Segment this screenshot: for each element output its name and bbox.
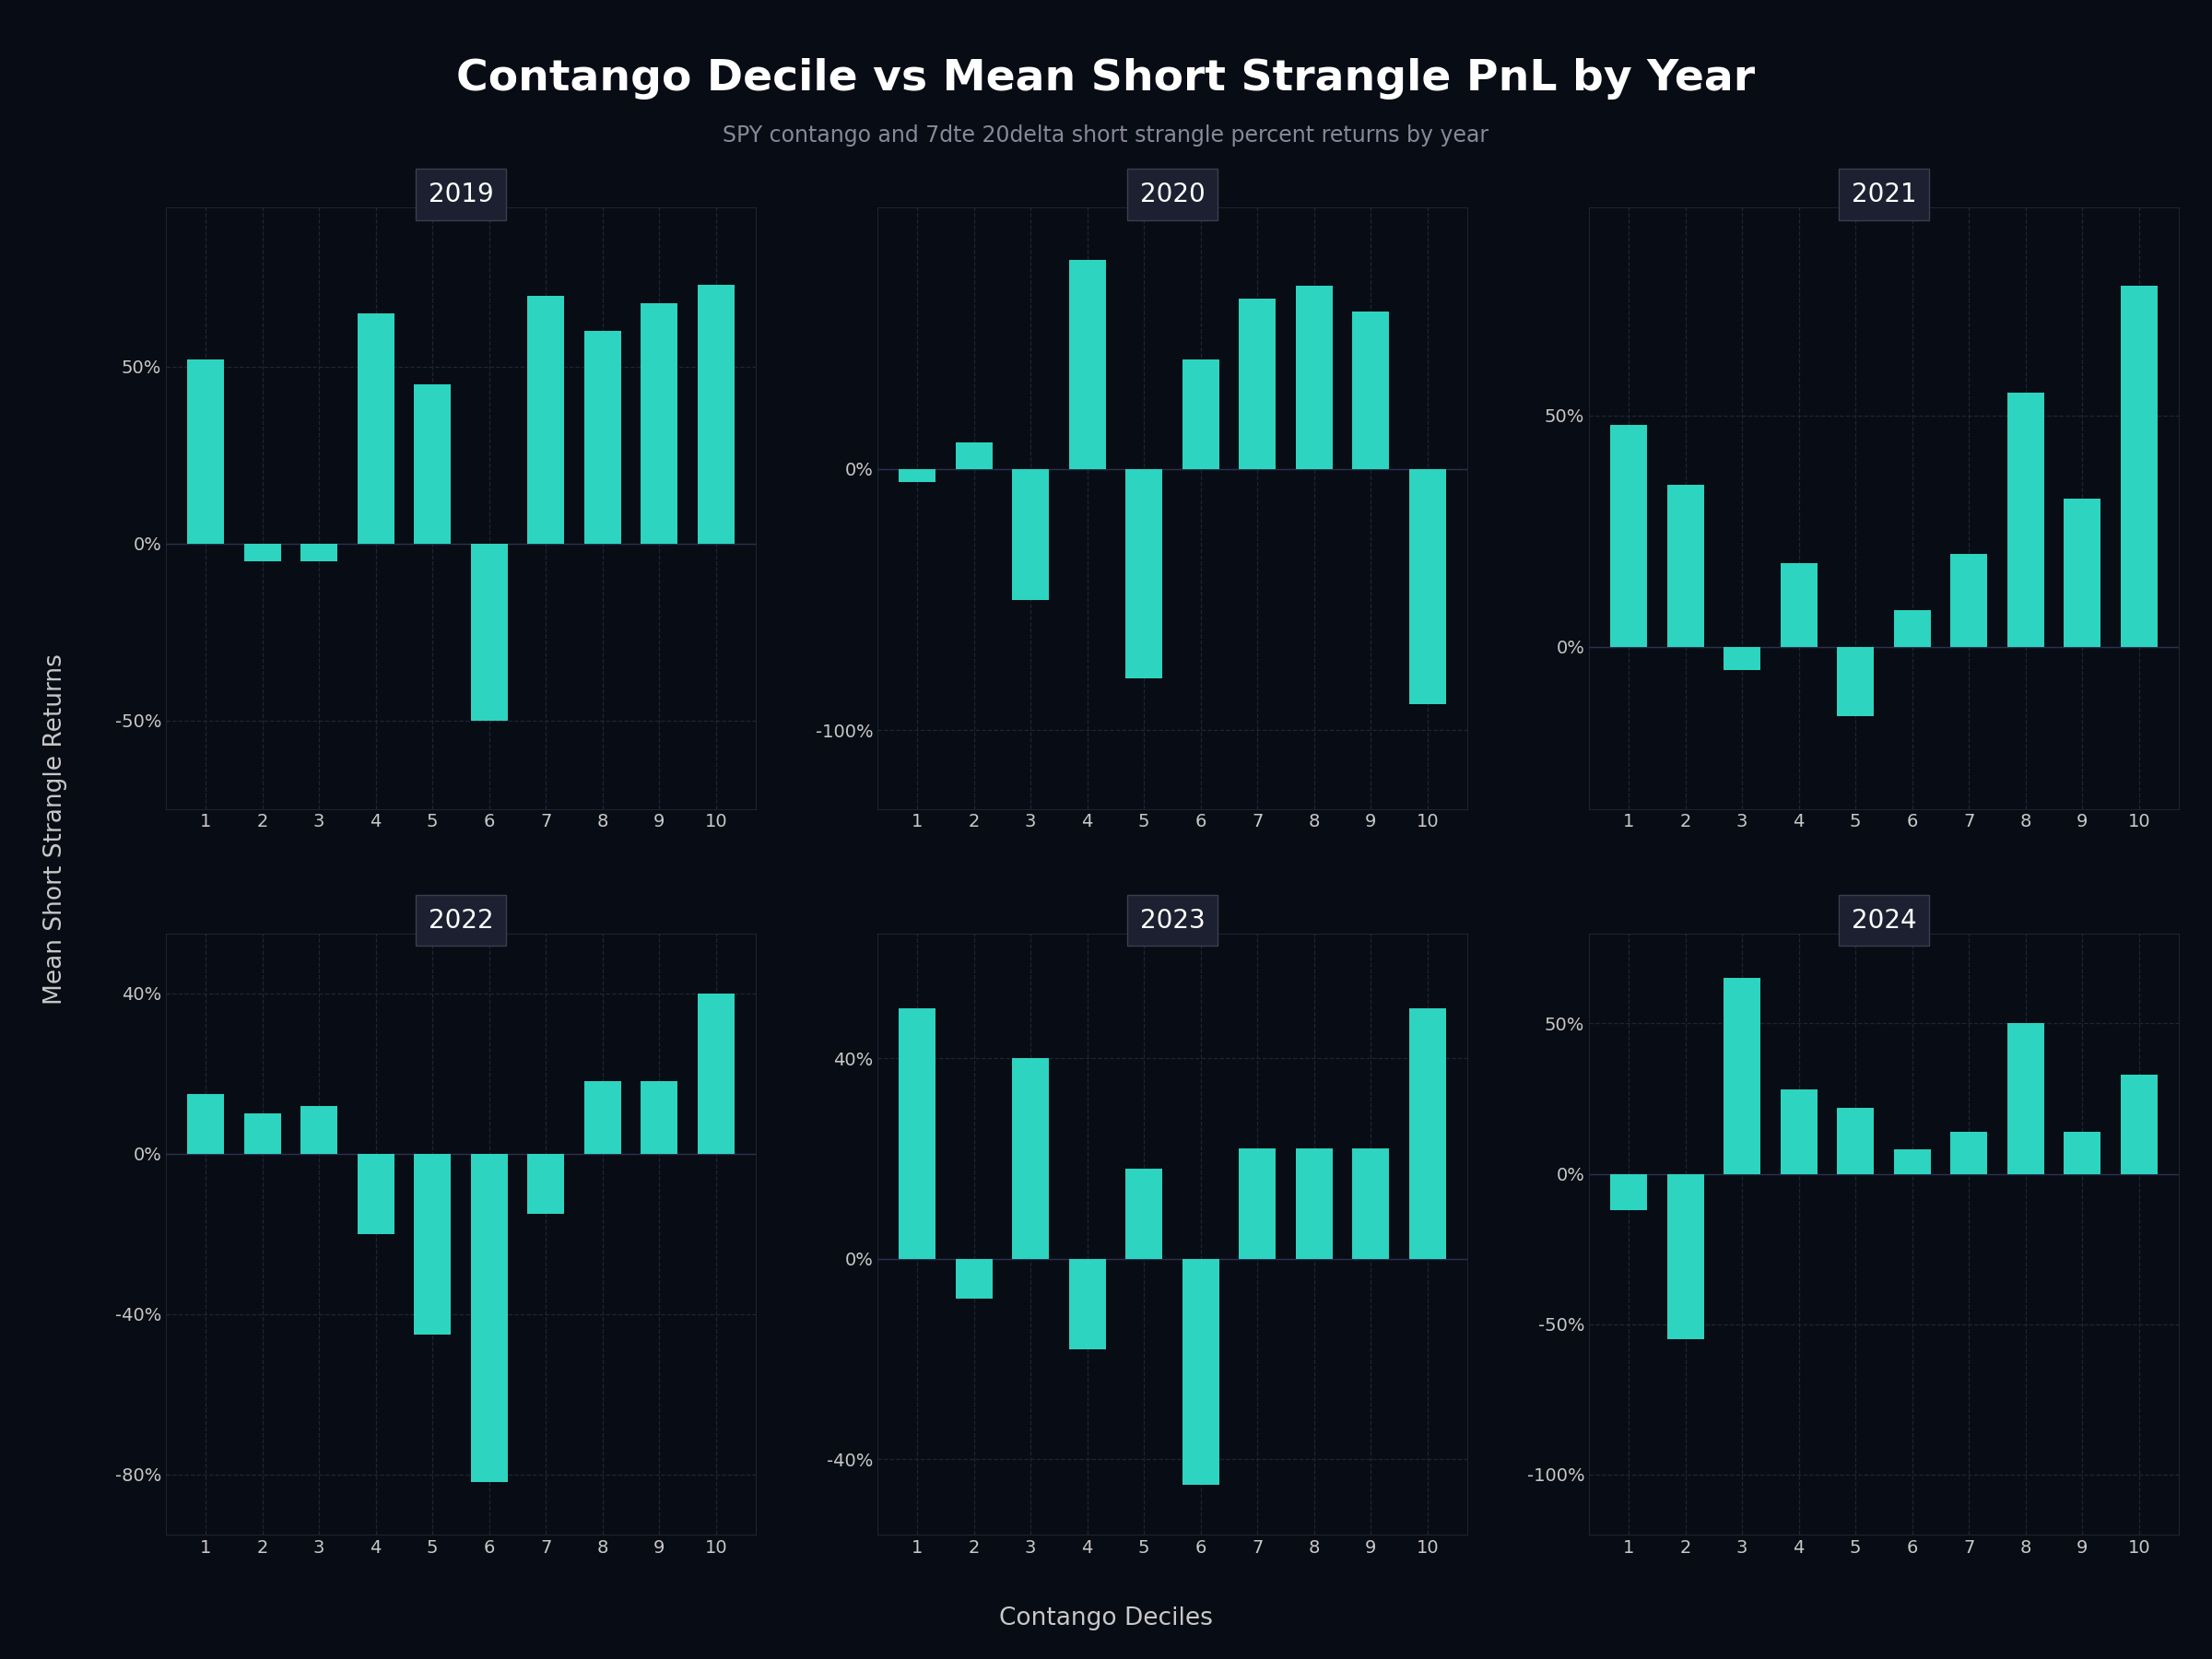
Bar — [584, 332, 622, 544]
Bar — [2121, 285, 2157, 647]
Bar — [641, 304, 677, 544]
Bar — [1838, 1108, 1874, 1175]
Bar — [471, 544, 507, 720]
Bar — [1668, 484, 1703, 647]
Bar — [1838, 647, 1874, 717]
Bar — [1610, 425, 1648, 647]
Bar — [414, 385, 451, 544]
Title: 2023: 2023 — [1139, 907, 1206, 934]
Bar — [1068, 1259, 1106, 1349]
Title: 2021: 2021 — [1851, 181, 1916, 207]
Bar — [1352, 312, 1389, 469]
Bar — [414, 1153, 451, 1334]
Bar — [1126, 1168, 1164, 1259]
Bar — [1610, 1175, 1648, 1209]
Text: Mean Short Strangle Returns: Mean Short Strangle Returns — [44, 654, 66, 1005]
Bar — [358, 1153, 394, 1234]
Bar — [358, 314, 394, 544]
Bar — [1781, 1090, 1818, 1175]
Text: SPY contango and 7dte 20delta short strangle percent returns by year: SPY contango and 7dte 20delta short stra… — [723, 124, 1489, 146]
Title: 2019: 2019 — [429, 181, 493, 207]
Title: 2020: 2020 — [1139, 181, 1206, 207]
Bar — [1781, 564, 1818, 647]
Title: 2024: 2024 — [1851, 907, 1916, 934]
Bar — [697, 285, 734, 544]
Bar — [2121, 1075, 2157, 1175]
Bar — [243, 544, 281, 561]
Bar — [1723, 647, 1761, 670]
Bar — [188, 1093, 223, 1153]
Bar — [1181, 1259, 1219, 1485]
Bar — [1893, 611, 1931, 647]
Bar — [1409, 1009, 1447, 1259]
Bar — [898, 1009, 936, 1259]
Bar — [526, 1153, 564, 1214]
Text: Contango Decile vs Mean Short Strangle PnL by Year: Contango Decile vs Mean Short Strangle P… — [456, 58, 1756, 100]
Bar — [641, 1082, 677, 1153]
Bar — [697, 994, 734, 1153]
Bar — [1951, 554, 1986, 647]
Bar — [1126, 469, 1164, 679]
Bar — [584, 1082, 622, 1153]
Title: 2022: 2022 — [429, 907, 493, 934]
Bar — [1013, 469, 1048, 599]
Bar — [956, 1259, 993, 1299]
Bar — [1239, 299, 1276, 469]
Bar — [1181, 358, 1219, 469]
Bar — [188, 360, 223, 544]
Bar — [471, 1153, 507, 1483]
Bar — [1013, 1058, 1048, 1259]
Bar — [2006, 393, 2044, 647]
Bar — [1409, 469, 1447, 703]
Text: Contango Deciles: Contango Deciles — [1000, 1608, 1212, 1631]
Bar — [2006, 1024, 2044, 1175]
Bar — [1951, 1131, 1986, 1175]
Bar — [1893, 1150, 1931, 1175]
Bar — [243, 1113, 281, 1153]
Bar — [1723, 979, 1761, 1175]
Bar — [526, 295, 564, 544]
Bar — [1239, 1148, 1276, 1259]
Bar — [898, 469, 936, 481]
Bar — [1352, 1148, 1389, 1259]
Bar — [1296, 1148, 1332, 1259]
Bar — [301, 544, 338, 561]
Bar — [1068, 260, 1106, 469]
Bar — [2064, 1131, 2101, 1175]
Bar — [2064, 499, 2101, 647]
Bar — [956, 443, 993, 469]
Bar — [1296, 285, 1332, 469]
Bar — [1668, 1175, 1703, 1339]
Bar — [301, 1105, 338, 1153]
